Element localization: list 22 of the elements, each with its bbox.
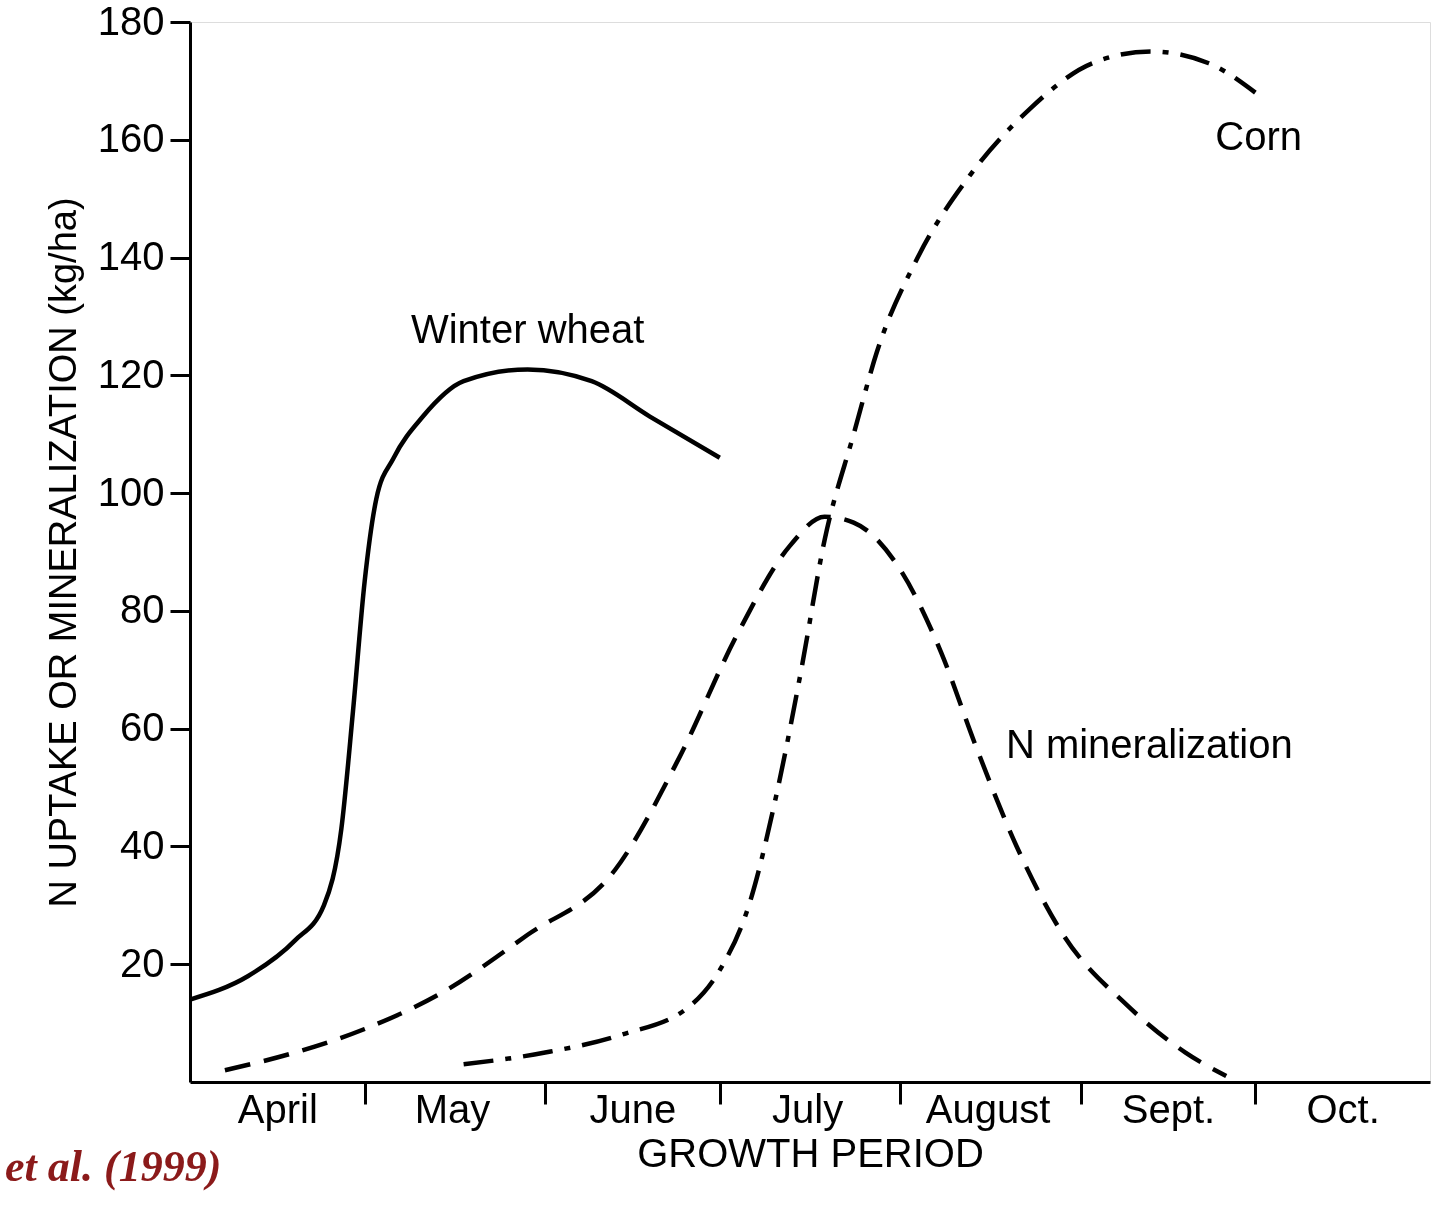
x-tick-label: Oct. bbox=[1306, 1086, 1380, 1131]
y-tick-label: 120 bbox=[97, 351, 165, 396]
series-label: Corn bbox=[1215, 113, 1303, 158]
x-tick-label: August bbox=[925, 1086, 1051, 1131]
text: et al. (1999) bbox=[5, 1142, 222, 1191]
y-axis-title: N UPTAKE OR MINERALIZATION (kg/ha) bbox=[41, 197, 84, 908]
x-tick-label: April bbox=[237, 1086, 318, 1131]
y-tick-label: 140 bbox=[97, 234, 165, 279]
x-tick-label: June bbox=[589, 1086, 677, 1131]
x-tick-label: July bbox=[772, 1086, 844, 1131]
y-tick-label: 160 bbox=[97, 116, 165, 161]
y-tick-label: 100 bbox=[97, 469, 165, 514]
y-tick-label: 80 bbox=[120, 587, 165, 632]
x-axis-title: GROWTH PERIOD bbox=[637, 1130, 984, 1175]
x-tick-label: May bbox=[414, 1086, 491, 1131]
y-tick-label: 60 bbox=[120, 705, 165, 750]
y-tick-label: 40 bbox=[120, 822, 165, 867]
series-label: Winter wheat bbox=[410, 307, 645, 352]
series-label: N mineralization bbox=[1005, 722, 1293, 767]
x-tick-label: Sept. bbox=[1121, 1086, 1216, 1131]
y-tick-label: 180 bbox=[97, 0, 165, 43]
y-tick-label: 20 bbox=[120, 940, 165, 985]
